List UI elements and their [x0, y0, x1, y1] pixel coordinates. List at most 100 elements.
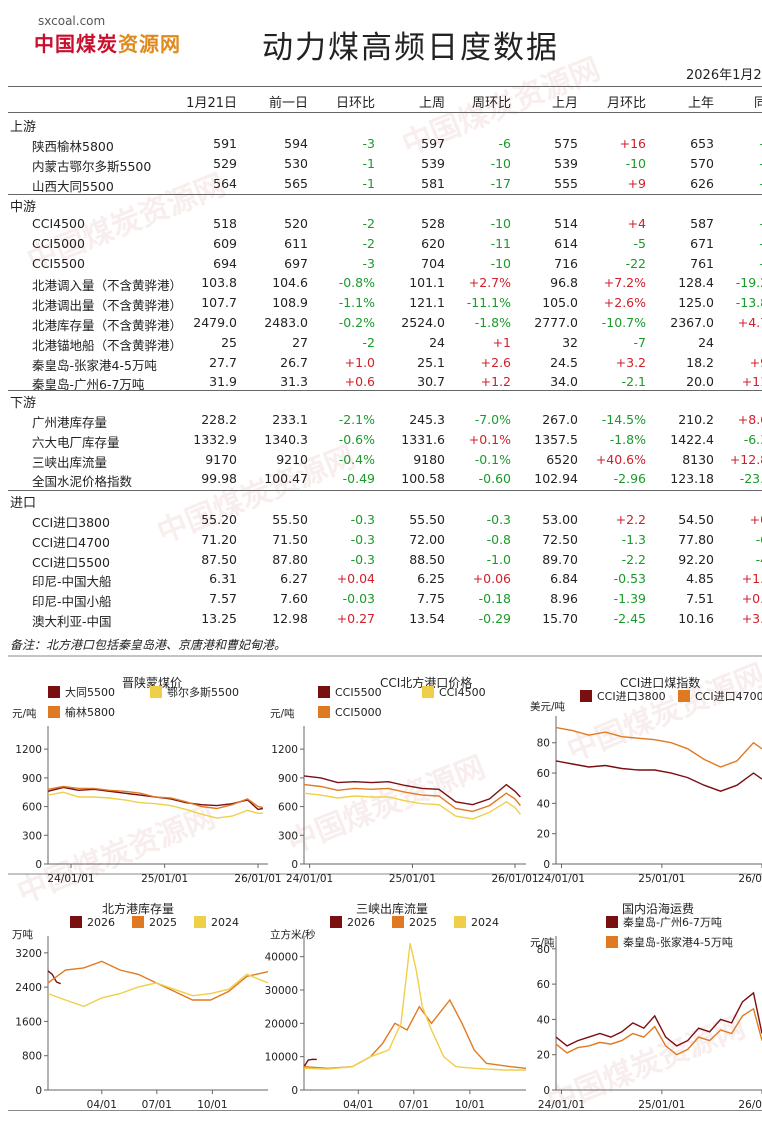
table-cell: -2.1%: [338, 412, 375, 427]
table-cell: +11.9: [741, 374, 762, 390]
table-cell: -0.6%: [338, 431, 375, 447]
table-cell: 31.9: [209, 374, 237, 390]
table-cell: 2479.0: [193, 315, 237, 330]
chart-title: 北方港库存量: [102, 901, 174, 916]
table-cell: -1.0: [486, 551, 511, 567]
legend-swatch: [132, 916, 144, 928]
column-header: 同比: [753, 96, 762, 111]
table-cell: -6: [498, 136, 511, 151]
table-cell: 694: [213, 255, 237, 271]
table-cell: 107.7: [201, 295, 237, 311]
legend-label: 2024: [471, 916, 499, 929]
table-cell: 9170: [205, 451, 237, 467]
table-cell: +0.1%: [468, 431, 511, 447]
legend-swatch: [318, 706, 330, 718]
column-header: 月环比: [606, 96, 646, 111]
table-cell: 12.98: [272, 611, 308, 626]
row-label: 北港调出量（不含黄骅港）: [32, 298, 183, 314]
series-line: [303, 1058, 317, 1068]
table-cell: +12.8%: [729, 451, 762, 467]
column-header: 周环比: [471, 96, 511, 111]
table-row: 全国水泥价格指数 99.98 100.47 -0.49 100.58 -0.60 102.9…: [0, 469, 762, 489]
y-tick-label: 20: [537, 829, 550, 841]
table-cell: +2.7%: [468, 275, 511, 291]
row-label: 秦皇岛-广州6-7万吨: [32, 377, 145, 393]
y-tick-label: 1200: [15, 744, 42, 756]
y-tick-label: 80: [537, 738, 550, 750]
table-cell: 18.2: [686, 354, 714, 370]
series-line: [555, 1007, 762, 1056]
legend-swatch: [454, 916, 466, 928]
table-cell: +2.6: [480, 354, 511, 370]
table-cell: 89.70: [542, 551, 578, 567]
table-cell: 614: [554, 235, 578, 251]
y-tick-label: 900: [22, 773, 42, 785]
table-cell: 88.50: [409, 551, 445, 567]
section-heading: 进口: [10, 496, 37, 511]
table-cell: 597: [421, 136, 445, 151]
table-cell: +0.06: [741, 591, 762, 607]
table-cell: 55.20: [201, 512, 237, 527]
row-label: CCI5000: [32, 235, 85, 251]
table-cell: 54.50: [678, 512, 714, 527]
table-row: CCI5000 609 611 -2 620 -11 614 -5 671 -62: [0, 234, 762, 254]
table-cell: -0.29: [478, 611, 511, 626]
section-divider: [8, 194, 762, 195]
y-tick-label: 1200: [271, 744, 298, 756]
table-cell: -2.96: [613, 471, 646, 487]
legend-label: 2024: [211, 916, 239, 929]
x-tick-label: 26/01/01: [234, 873, 281, 885]
column-header: 上月: [551, 96, 578, 111]
table-cell: -41: [760, 156, 762, 171]
table-cell: 530: [284, 155, 308, 171]
table-cell: 10.16: [678, 611, 714, 626]
y-tick-label: 2400: [15, 982, 42, 994]
table-cell: -0.03: [342, 591, 375, 607]
y-axis-unit: 元/吨: [270, 707, 295, 720]
table-cell: 1331.6: [401, 431, 445, 447]
table-cell: 55.50: [409, 512, 445, 527]
table-cell: 1422.4: [670, 431, 714, 447]
report-date: 2026年1月22日: [686, 68, 762, 83]
legend-swatch: [392, 916, 404, 928]
column-header: 日环比: [335, 96, 375, 111]
table-cell: 32: [562, 334, 578, 350]
table-cell: 620: [421, 235, 445, 251]
table-cell: +7.2%: [603, 275, 646, 291]
table-cell: -62: [760, 136, 762, 151]
table-row: 三峡出库流量 9170 9210 -0.4% 9180 -0.1% 6520 +40.6% 81…: [0, 450, 762, 470]
legend-swatch: [606, 936, 618, 948]
logo: sxcoal.com 中国煤炭资源网: [34, 14, 204, 58]
table-cell: -4.7: [755, 551, 762, 567]
series-line: [303, 792, 521, 820]
table-cell: 87.50: [201, 551, 237, 567]
table-row: 山西大同5500 564 565 -1 581 -17 555 +9 626 -62: [0, 174, 762, 194]
y-tick-label: 30000: [265, 985, 298, 997]
page-title: 动力煤高频日度数据: [262, 30, 559, 66]
table-cell: -7.0%: [474, 412, 511, 427]
x-tick-label: 24/01/01: [47, 873, 94, 885]
table-cell: -0.8: [486, 531, 511, 547]
table-cell: -0.4%: [338, 451, 375, 467]
table-cell: 591: [213, 136, 237, 151]
table-cell: 71.20: [201, 531, 237, 547]
legend-swatch: [150, 686, 162, 698]
legend-swatch: [48, 686, 60, 698]
table-top-border: [8, 86, 762, 87]
legend-label: CCI5500: [335, 686, 382, 699]
table-cell: -10.7%: [601, 315, 646, 330]
table-cell: 7.75: [417, 591, 445, 607]
table-cell: -67: [760, 256, 762, 271]
table-cell: -1.8%: [609, 431, 646, 447]
y-tick-label: 80: [537, 944, 550, 956]
table-cell: -1.39: [613, 591, 646, 607]
legend-swatch: [580, 690, 592, 702]
x-tick-label: 04/01: [343, 1099, 373, 1111]
table-row: 内蒙古鄂尔多斯5500 529 530 -1 539 -10 539 -10 570 -41: [0, 154, 762, 174]
table-cell: 581: [421, 175, 445, 191]
logo-url: sxcoal.com: [38, 14, 106, 28]
bottom-border: [8, 1110, 762, 1111]
y-tick-label: 10000: [265, 1052, 298, 1064]
y-tick-label: 0: [543, 1085, 550, 1097]
